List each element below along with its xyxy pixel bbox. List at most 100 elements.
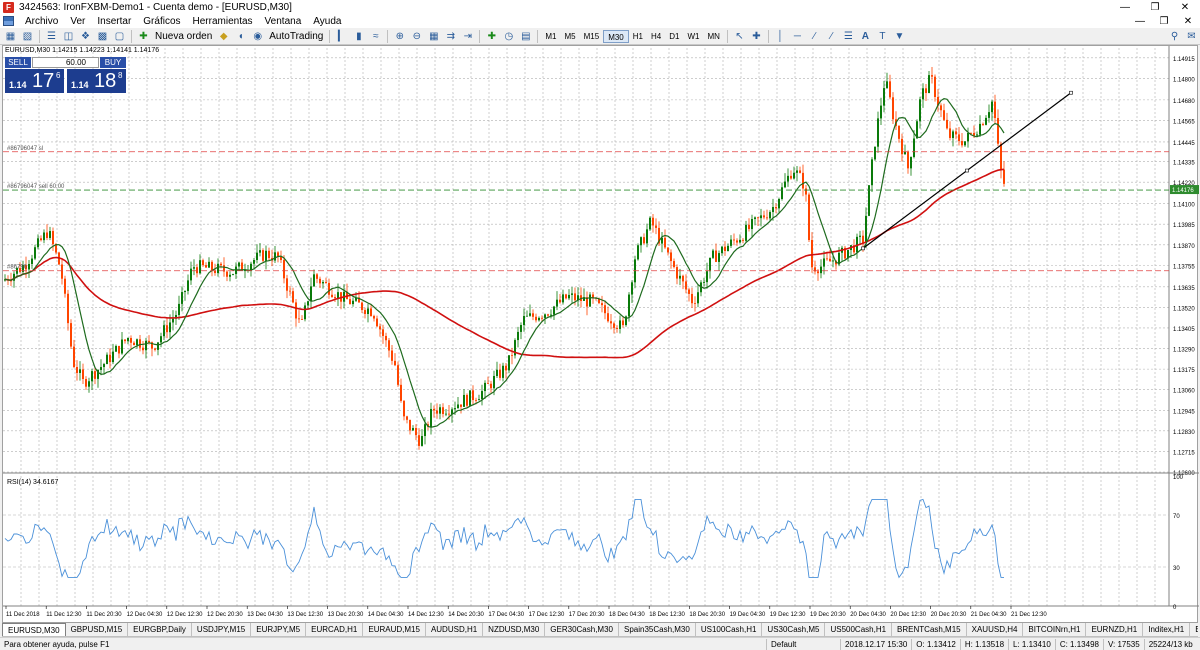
- autoscroll-icon[interactable]: ⇉: [446, 30, 456, 42]
- navigator-icon[interactable]: ❖: [81, 30, 90, 42]
- timeframe-w1[interactable]: W1: [687, 31, 700, 41]
- toolbar-separator: [39, 29, 40, 43]
- horizontal-line-icon[interactable]: ─: [793, 30, 801, 42]
- timeframe-m15[interactable]: M15: [583, 31, 600, 41]
- candlestick-icon[interactable]: ▮: [356, 30, 362, 42]
- chart-tab[interactable]: EURAUD,M15: [363, 623, 426, 636]
- chart-tab[interactable]: EURNZD,H1: [1086, 623, 1144, 636]
- candle-body: [748, 224, 750, 230]
- sell-button[interactable]: SELL: [5, 57, 31, 68]
- chat-icon[interactable]: ◖: [237, 30, 244, 42]
- new-chart-icon[interactable]: ▦: [5, 30, 16, 42]
- chart-tab[interactable]: Spain35Cash,M30: [619, 623, 696, 636]
- order-line-label: #86796: [7, 265, 28, 271]
- price-chart[interactable]: 1.149151.148001.146801.145651.144451.143…: [3, 46, 1199, 624]
- timeframe-m5[interactable]: M5: [564, 31, 576, 41]
- new-order-button[interactable]: Nueva orden: [155, 30, 213, 42]
- time-tick-label: 11 Dec 20:30: [86, 612, 122, 618]
- zoom-in-icon[interactable]: ⊕: [395, 30, 405, 42]
- new-order-icon[interactable]: ✚: [139, 30, 148, 42]
- crosshair-icon[interactable]: ✚: [752, 30, 761, 42]
- child-minimize-icon[interactable]: —: [1135, 15, 1145, 27]
- bar-chart-icon[interactable]: ▎: [338, 30, 346, 42]
- minimize-icon[interactable]: —: [1120, 1, 1130, 13]
- menu-graficos[interactable]: Gráficos: [143, 15, 181, 27]
- channel-icon[interactable]: ∕: [830, 30, 833, 42]
- templates-icon[interactable]: ▤: [521, 30, 531, 42]
- timeframe-mn[interactable]: MN: [707, 31, 720, 41]
- candle-body: [703, 282, 705, 283]
- timeframe-m30[interactable]: M30: [603, 29, 629, 43]
- label-icon[interactable]: T: [879, 30, 886, 42]
- time-tick-label: 19 Dec 12:30: [770, 612, 806, 618]
- menu-archivo[interactable]: Archivo: [25, 15, 59, 27]
- indicators-icon[interactable]: ✚: [487, 30, 497, 42]
- chart-tab[interactable]: GER30Cash,M30: [545, 623, 619, 636]
- line-chart-icon[interactable]: ≈: [373, 30, 379, 42]
- chart-tab[interactable]: XAUUSD,H4: [967, 623, 1024, 636]
- terminal-icon[interactable]: ▩: [97, 30, 108, 42]
- chart-shift-icon[interactable]: ⇥: [463, 30, 473, 42]
- arrows-icon[interactable]: ▼: [894, 30, 905, 42]
- chart-window-icon[interactable]: [3, 16, 14, 26]
- timeframe-h4[interactable]: H4: [650, 31, 662, 41]
- chart-tab[interactable]: EURJPY,M5: [251, 623, 307, 636]
- chart-tab[interactable]: BITCOINrn,H1: [1023, 623, 1087, 636]
- chart-tab[interactable]: Inditex,H1: [1143, 623, 1191, 636]
- child-restore-icon[interactable]: ❐: [1159, 15, 1169, 27]
- candle-body: [214, 270, 216, 274]
- timeframe-h1[interactable]: H1: [632, 31, 643, 41]
- cursor-icon[interactable]: ↖: [735, 30, 744, 42]
- market-watch-icon[interactable]: ☰: [47, 30, 56, 42]
- search-icon[interactable]: ⚲: [1170, 30, 1179, 42]
- trendline-icon[interactable]: ∕: [813, 30, 816, 42]
- autotrading-button[interactable]: AutoTrading: [269, 30, 324, 42]
- menu-herramientas[interactable]: Herramientas: [192, 15, 253, 27]
- close-icon[interactable]: ✕: [1180, 1, 1190, 13]
- periods-icon[interactable]: ◷: [504, 30, 514, 42]
- sell-price[interactable]: 1.14 17 6: [5, 69, 64, 93]
- menu-ayuda[interactable]: Ayuda: [313, 15, 342, 27]
- chart-tab[interactable]: NZDUSD,M30: [483, 623, 546, 636]
- chart-tab[interactable]: USDJPY,M15: [192, 623, 252, 636]
- chat-bubble-icon[interactable]: ✉: [1187, 30, 1196, 42]
- candle-body: [13, 273, 15, 281]
- candle-body: [922, 88, 924, 100]
- buy-price[interactable]: 1.14 18 8: [67, 69, 126, 93]
- candle-body: [964, 141, 966, 146]
- chart-tab[interactable]: GBPUSD,M15: [66, 623, 129, 636]
- chart-tab[interactable]: US100Cash,H1: [696, 623, 763, 636]
- data-window-icon[interactable]: ◫: [63, 30, 74, 42]
- tile-windows-icon[interactable]: ▦: [429, 30, 439, 42]
- chart-tab[interactable]: EURCAD,H1: [306, 623, 364, 636]
- chart-tab[interactable]: BRENTCash,M15: [892, 623, 967, 636]
- fibonacci-icon[interactable]: ☰: [843, 30, 853, 42]
- buy-button[interactable]: BUY: [100, 57, 126, 68]
- autotrading-icon[interactable]: ◉: [253, 30, 263, 42]
- restore-icon[interactable]: ❐: [1150, 1, 1160, 13]
- metaeditor-icon[interactable]: ◆: [219, 30, 228, 42]
- chart-tab[interactable]: EURGBP,Daily: [128, 623, 192, 636]
- candle-body: [532, 313, 534, 317]
- lot-size-input[interactable]: 60.00: [32, 57, 99, 68]
- chart-tab[interactable]: EURUSD,M30: [2, 623, 66, 636]
- menu-ver[interactable]: Ver: [70, 15, 86, 27]
- candle-body: [469, 390, 471, 406]
- text-icon[interactable]: A: [861, 30, 870, 42]
- chart-tab[interactable]: US500Cash,H1: [825, 623, 893, 636]
- chart-window[interactable]: 1.14915 1.14800 1.14680 1.14565 1.14445 1.143…: [2, 45, 1199, 624]
- tester-icon[interactable]: ▢: [114, 30, 125, 42]
- timeframe-m1[interactable]: M1: [545, 31, 557, 41]
- candle-body: [886, 81, 888, 89]
- child-close-icon[interactable]: ✕: [1183, 15, 1193, 27]
- menu-ventana[interactable]: Ventana: [264, 15, 302, 27]
- chart-tab[interactable]: US30Cash,M5: [762, 623, 826, 636]
- timeframe-d1[interactable]: D1: [669, 31, 680, 41]
- menu-insertar[interactable]: Insertar: [97, 15, 132, 27]
- profiles-icon[interactable]: ▧: [22, 30, 33, 42]
- chart-tab[interactable]: AUDUSD,H1: [426, 623, 484, 636]
- toolbar: ▦ ▧ ☰ ◫ ❖ ▩ ▢ ✚ Nueva orden ◆ ◖ ◉ AutoTr…: [0, 28, 1200, 45]
- zoom-out-icon[interactable]: ⊖: [412, 30, 422, 42]
- chart-tab[interactable]: BSantander,H4: [1190, 623, 1198, 636]
- vertical-line-icon[interactable]: │: [777, 30, 784, 42]
